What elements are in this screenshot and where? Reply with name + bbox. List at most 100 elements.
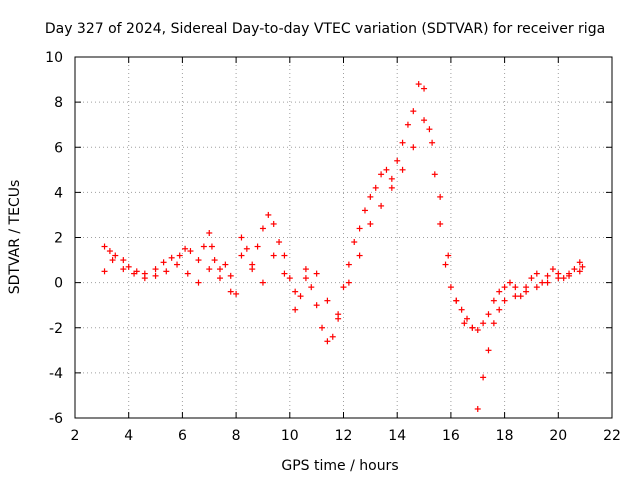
x-tick-label: 8 (232, 428, 241, 444)
data-point (372, 184, 379, 191)
data-point (131, 270, 138, 277)
data-point (490, 297, 497, 304)
data-point (356, 252, 363, 259)
data-point (437, 193, 444, 200)
data-point (576, 259, 583, 266)
data-point (378, 171, 385, 178)
data-point (496, 306, 503, 313)
data-point (302, 275, 309, 282)
data-point (361, 207, 368, 214)
data-point (410, 144, 417, 151)
x-axis-title: GPS time / hours (281, 458, 398, 474)
data-point (388, 184, 395, 191)
data-point (576, 268, 583, 275)
data-point (340, 284, 347, 291)
data-point (324, 297, 331, 304)
data-point (447, 284, 454, 291)
data-point (474, 405, 481, 412)
data-point (120, 266, 127, 273)
data-point (415, 81, 422, 88)
data-point (501, 284, 508, 291)
data-point (233, 290, 240, 297)
data-point (579, 263, 586, 270)
x-tick-label: 18 (496, 428, 514, 444)
data-point (211, 257, 218, 264)
data-point (437, 220, 444, 227)
data-point (445, 252, 452, 259)
data-point (388, 175, 395, 182)
data-point (195, 279, 202, 286)
data-point (469, 324, 476, 331)
data-point (464, 315, 471, 322)
data-point (160, 259, 167, 266)
data-point (101, 268, 108, 275)
x-tick-label: 12 (335, 428, 353, 444)
data-point (208, 243, 215, 250)
data-point (216, 275, 223, 282)
data-point (313, 302, 320, 309)
y-tick-label: 0 (54, 276, 63, 292)
x-tick-label: 10 (281, 428, 299, 444)
data-point (168, 254, 175, 261)
data-point (302, 266, 309, 273)
data-point (544, 279, 551, 286)
data-point (539, 279, 546, 286)
data-point (227, 272, 234, 279)
data-point (490, 320, 497, 327)
data-point (141, 275, 148, 282)
data-point (399, 166, 406, 173)
data-point (200, 243, 207, 250)
data-point (319, 324, 326, 331)
data-point (566, 270, 573, 277)
data-point (206, 266, 213, 273)
data-point (152, 266, 159, 273)
data-point (297, 293, 304, 300)
data-point (163, 268, 170, 275)
data-point (378, 202, 385, 209)
data-point (184, 270, 191, 277)
data-point (429, 139, 436, 146)
y-tick-label: -4 (49, 366, 63, 382)
data-point (501, 297, 508, 304)
data-point (367, 193, 374, 200)
data-point (176, 252, 183, 259)
data-point (120, 257, 127, 264)
data-point (555, 275, 562, 282)
x-tick-label: 14 (388, 428, 406, 444)
data-point (238, 234, 245, 241)
data-point (560, 275, 567, 282)
data-point (243, 245, 250, 252)
y-tick-label: -2 (49, 321, 63, 337)
chart-title: Day 327 of 2024, Sidereal Day-to-day VTE… (45, 21, 605, 37)
data-point (404, 121, 411, 128)
grid (75, 57, 612, 418)
data-point (270, 252, 277, 259)
data-point (281, 270, 288, 277)
data-point (367, 220, 374, 227)
data-point (276, 239, 283, 246)
data-point (292, 288, 299, 295)
data-point (227, 288, 234, 295)
y-tick-label: 4 (54, 185, 63, 201)
data-point (324, 338, 331, 345)
data-point (356, 225, 363, 232)
data-point (106, 248, 113, 255)
data-point (399, 139, 406, 146)
data-point (335, 315, 342, 322)
x-tick-label: 22 (603, 428, 621, 444)
data-point (458, 306, 465, 313)
data-point (496, 288, 503, 295)
data-point (259, 225, 266, 232)
data-point (426, 126, 433, 133)
data-point (182, 245, 189, 252)
data-point (421, 117, 428, 124)
data-point (351, 239, 358, 246)
y-tick-label: 2 (54, 231, 63, 247)
data-point (517, 293, 524, 300)
data-point (549, 266, 556, 273)
data-point (125, 263, 132, 270)
data-point (286, 275, 293, 282)
x-tick-label: 16 (442, 428, 460, 444)
data-point (506, 279, 513, 286)
